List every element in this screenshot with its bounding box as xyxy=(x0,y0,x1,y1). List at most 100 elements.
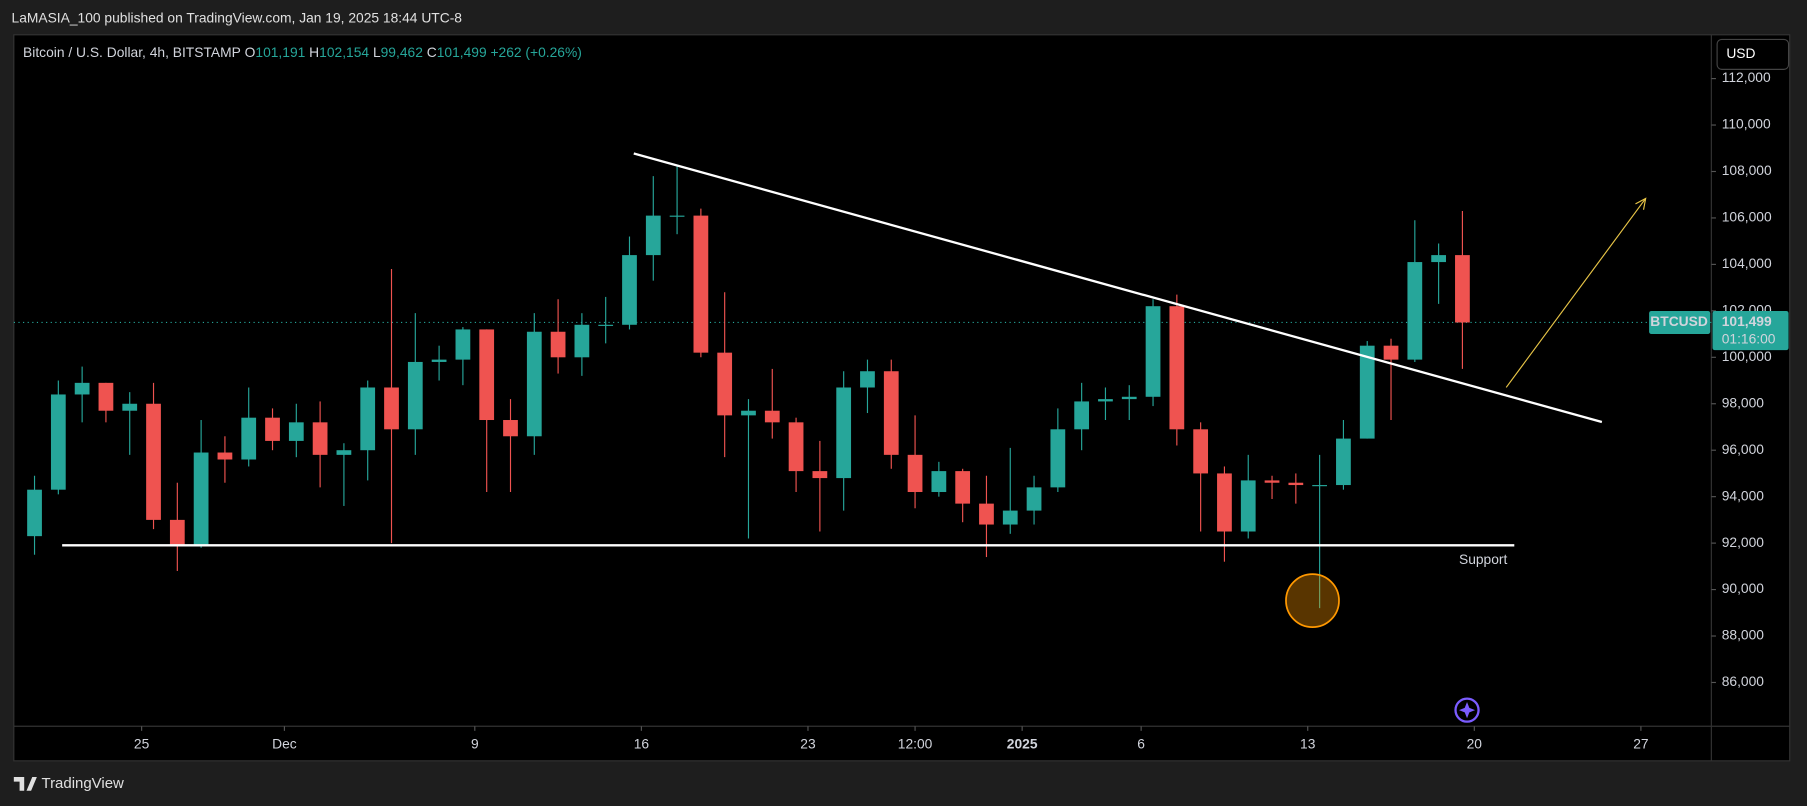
candle-body xyxy=(1002,510,1018,525)
candle-body xyxy=(217,452,233,460)
y-tick-label: 100,000 xyxy=(1722,348,1772,364)
logo-mark xyxy=(13,776,37,791)
candle-body xyxy=(931,471,947,493)
support-label: Support xyxy=(1459,551,1508,567)
candle-body xyxy=(312,422,328,455)
x-tick-label: 9 xyxy=(471,735,479,751)
candle-body xyxy=(979,503,994,525)
candle-body xyxy=(360,387,376,451)
candle-body xyxy=(1359,345,1375,439)
candle-body xyxy=(1455,255,1470,323)
candle-body xyxy=(526,331,542,437)
plot-area: Support xyxy=(13,152,1712,629)
y-tick-label: 106,000 xyxy=(1722,209,1772,225)
currency-button[interactable] xyxy=(1716,38,1790,70)
candle-body xyxy=(1074,401,1090,430)
candle-body xyxy=(503,420,518,437)
x-tick-label: 20 xyxy=(1467,735,1483,751)
candle-body xyxy=(431,359,447,362)
candle-body xyxy=(479,329,495,421)
candle-body xyxy=(1121,396,1137,400)
candle-body xyxy=(622,255,637,325)
candle-body xyxy=(27,489,42,537)
legend-key: C xyxy=(427,44,437,60)
candle-body xyxy=(169,519,185,546)
x-tick-label: Dec xyxy=(272,735,297,751)
x-tick-label: 12:00 xyxy=(898,735,933,751)
legend-key: L xyxy=(373,44,381,60)
x-tick-label: 6 xyxy=(1137,735,1145,751)
candle-body xyxy=(455,329,471,360)
y-tick-label: 108,000 xyxy=(1722,162,1772,178)
chart-frame xyxy=(13,34,1791,762)
candle-body xyxy=(1145,306,1161,397)
y-tick-label: 96,000 xyxy=(1722,441,1765,457)
candle-body xyxy=(1240,480,1256,532)
candle-body xyxy=(288,422,304,441)
candle-body xyxy=(122,403,138,411)
legend-title: Bitcoin / U.S. Dollar, 4h, BITSTAMP xyxy=(23,44,241,60)
candle-body xyxy=(1288,482,1304,486)
candle-body xyxy=(241,417,257,460)
y-tick-label: 88,000 xyxy=(1722,627,1765,643)
candle-body xyxy=(1193,429,1209,474)
assistant-icon[interactable] xyxy=(1454,697,1480,723)
candle-body xyxy=(812,471,828,479)
highlight-circle xyxy=(1285,573,1340,629)
y-tick-label: 98,000 xyxy=(1722,394,1765,410)
trendline xyxy=(633,152,1603,424)
candle-body xyxy=(1312,485,1328,487)
candle-body xyxy=(860,371,875,388)
y-tick-label: 86,000 xyxy=(1722,673,1765,689)
currency-label: USD xyxy=(1726,45,1755,61)
y-tick-label: 104,000 xyxy=(1722,255,1772,271)
candle-body xyxy=(764,410,780,423)
candle-body xyxy=(1264,480,1280,483)
candle-body xyxy=(265,417,280,441)
candle-body xyxy=(146,403,161,520)
y-tick-label: 94,000 xyxy=(1722,487,1765,503)
y-tick-label: 92,000 xyxy=(1722,534,1765,550)
candle-body xyxy=(717,352,733,416)
x-tick-label: 23 xyxy=(800,735,816,751)
footer-logo: TradingView xyxy=(13,775,124,792)
candle-body xyxy=(1336,438,1351,486)
candle-body xyxy=(193,452,209,546)
countdown-label: 01:16:00 xyxy=(1722,330,1776,346)
footer-brand: TradingView xyxy=(41,775,124,792)
legend-key: O xyxy=(245,44,256,60)
candle-body xyxy=(741,410,756,416)
legend-value: 102,154 xyxy=(319,44,369,60)
candle-body xyxy=(883,371,899,455)
x-tick-label: 25 xyxy=(134,735,150,751)
legend-change: +262 (+0.26%) xyxy=(490,44,581,60)
candle-body xyxy=(645,215,661,256)
chart-legend: Bitcoin / U.S. Dollar, 4h, BITSTAMP O 101… xyxy=(23,44,582,60)
x-tick-label: 2025 xyxy=(1007,735,1038,751)
candle-body xyxy=(907,454,923,493)
candle-body xyxy=(1098,399,1113,402)
legend-key: H xyxy=(309,44,319,60)
y-tick-label: 90,000 xyxy=(1722,580,1765,596)
legend-value: 101,499 xyxy=(437,44,487,60)
candle-body xyxy=(336,450,352,455)
candle-body xyxy=(407,361,423,430)
candle-body xyxy=(836,387,852,479)
x-tick-label: 13 xyxy=(1300,735,1316,751)
candle-body xyxy=(1407,262,1423,360)
candle-body xyxy=(1217,473,1232,532)
price-tag-label: 101,499 xyxy=(1722,313,1772,329)
candle-body xyxy=(1169,306,1185,430)
candle-body xyxy=(574,324,590,358)
candle-body xyxy=(1050,429,1066,488)
x-tick-label: 16 xyxy=(634,735,650,751)
price-tag xyxy=(1712,310,1789,351)
symbol-tag xyxy=(1649,310,1711,335)
y-tick-label: 112,000 xyxy=(1722,69,1771,85)
candle-body xyxy=(598,324,614,326)
symbol-label: BTCUSD xyxy=(1650,313,1708,329)
candle-body xyxy=(98,382,114,411)
legend-value: 99,462 xyxy=(381,44,423,60)
candle-body xyxy=(669,215,685,217)
